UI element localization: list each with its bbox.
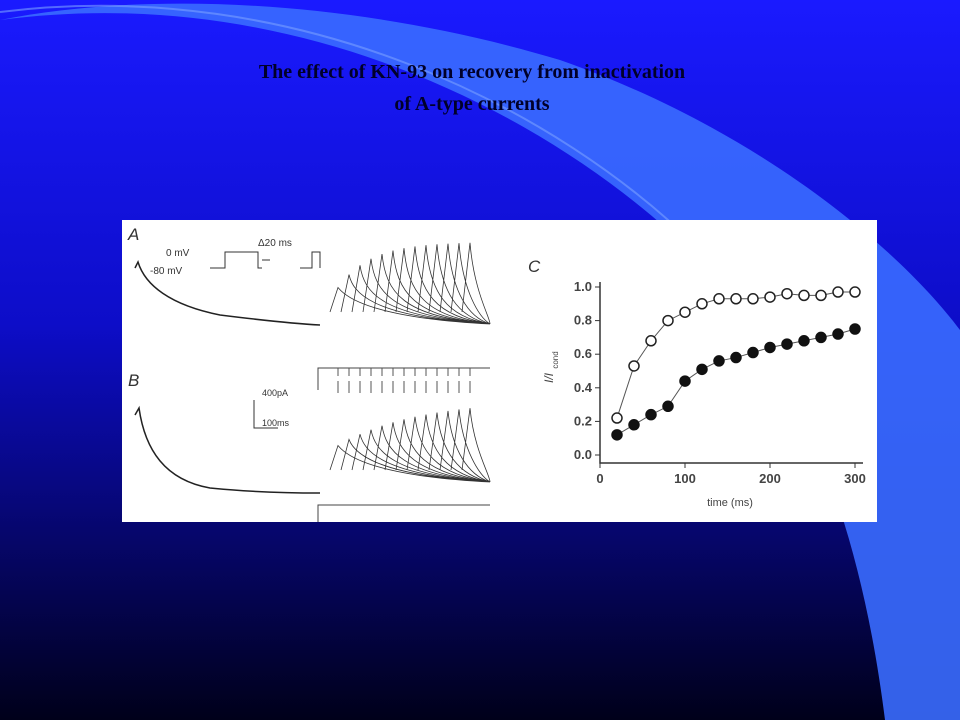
title-line: of A-type currents [394,93,549,115]
panel-label: A [127,225,139,244]
data-point [849,286,861,298]
trace [134,405,321,494]
data-point [730,293,742,305]
panel-label: C [528,257,541,276]
annotation: -80 mV [150,266,183,277]
data-point [662,400,674,413]
data-point [815,331,827,344]
data-point [645,335,657,347]
annotation: 400pA [262,388,288,398]
figure: A B C 0 mV -80 mV Δ20 ms 400pA 100ms [122,220,877,522]
scale-bar [253,400,278,429]
y-tick-label: 0.8 [574,313,592,328]
trace [134,259,321,326]
data-point [679,306,691,318]
annotation: Δ20 ms [258,238,292,249]
data-point [679,375,691,387]
data-point [781,338,793,350]
data-point [747,346,759,359]
data-point [730,351,742,364]
title-line: The effect of KN-93 on recovery from ina… [259,61,685,83]
data-point [798,289,810,302]
protocol [210,251,321,269]
data-point [849,323,861,335]
y-axis-label-subscript: cond [551,351,560,368]
data-point [662,314,674,327]
data-point [798,335,810,347]
trace [329,242,491,325]
y-tick-label: 0.0 [574,447,592,462]
data-point [713,293,725,305]
y-axis-label: I/I [542,372,556,383]
y-tick-label: 0.4 [574,380,593,395]
data-point [832,328,844,340]
data-point [764,341,776,354]
data-point [764,291,776,303]
y-tick-label: 1.0 [574,279,592,294]
panel-label: B [128,371,139,390]
decor-swoosh [0,3,960,720]
data-point [781,287,793,300]
annotation: 0 mV [166,248,190,259]
data-point [628,419,640,431]
x-tick-label: 300 [844,471,866,486]
decor-line [0,4,701,251]
data-point [645,408,657,421]
data-point [747,293,759,305]
data-point [713,355,725,367]
data-point [815,289,827,302]
data-point [628,360,640,372]
figure-background [122,220,877,522]
data-point [611,412,623,424]
chart: 0.0 0.2 0.4 0.6 0.8 1.0 0 100 200 300 time (ms) I/I… [542,279,866,509]
data-point [611,429,623,441]
y-tick-label: 0.6 [574,346,592,361]
x-axis-label: time (ms) [707,497,753,509]
recovery-traces [329,242,491,483]
x-tick-label: 100 [674,471,696,486]
protocol [317,367,490,522]
x-tick-label: 0 [596,471,603,486]
data-point [696,363,708,376]
x-tick-label: 200 [759,471,781,486]
annotation: 100ms [262,418,290,428]
trace [329,408,491,483]
data-point [832,286,844,298]
y-tick-label: 0.2 [574,413,592,428]
data-point [696,298,708,310]
